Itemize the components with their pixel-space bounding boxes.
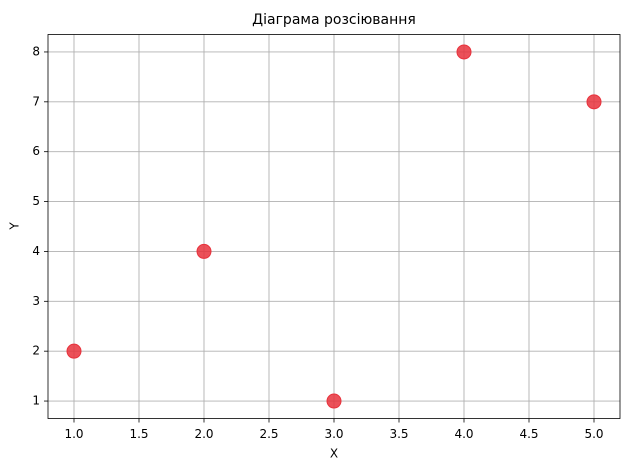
x-tick-label: 1.0 (64, 427, 83, 441)
x-tick-label: 1.5 (129, 427, 148, 441)
point (326, 393, 342, 409)
point (586, 94, 602, 110)
y-tick-label: 3 (32, 294, 40, 308)
y-tick-label: 1 (32, 394, 40, 408)
point (196, 243, 212, 259)
y-axis-label: Y (8, 222, 22, 231)
x-tick-label: 3.0 (324, 427, 343, 441)
y-tick-label: 5 (32, 194, 40, 208)
y-tick-label: 2 (32, 344, 40, 358)
x-tick-label: 4.0 (454, 427, 473, 441)
x-axis-label: X (330, 447, 338, 461)
y-tick-label: 7 (32, 94, 40, 108)
y-tick-label: 6 (32, 144, 40, 158)
point (66, 343, 82, 359)
x-tick-label: 2.0 (194, 427, 213, 441)
point (456, 44, 472, 60)
x-tick-label: 4.5 (519, 427, 538, 441)
y-tick-label: 4 (32, 244, 40, 258)
y-tick-label: 8 (32, 44, 40, 58)
x-tick-label: 5.0 (584, 427, 603, 441)
x-tick-label: 2.5 (259, 427, 278, 441)
x-tick-label: 3.5 (389, 427, 408, 441)
chart-title: Діаграма розсіювання (252, 12, 416, 28)
plot-frame (47, 34, 621, 419)
